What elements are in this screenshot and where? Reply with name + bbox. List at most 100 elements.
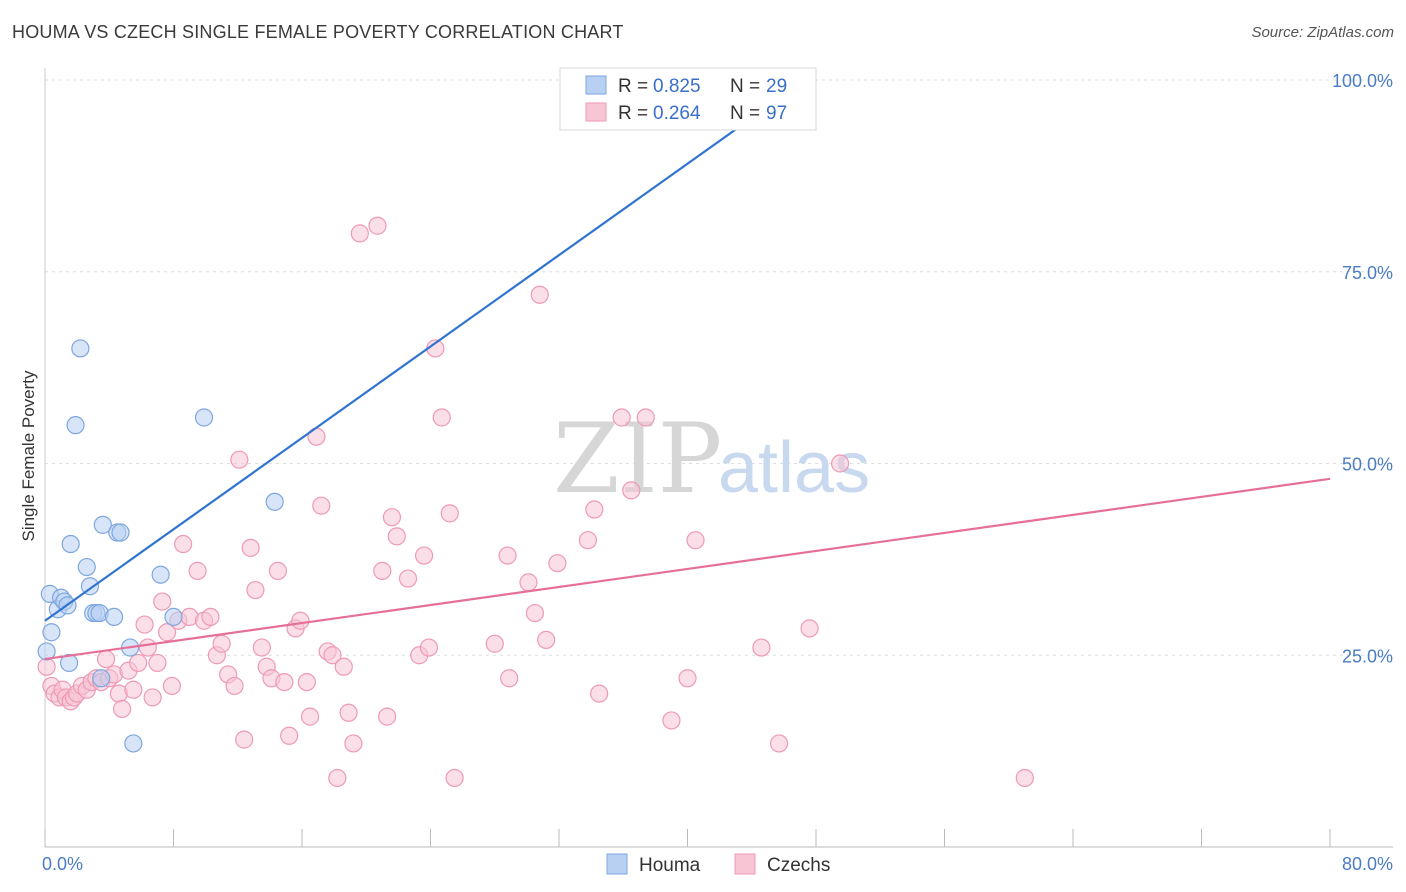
czech-point-75 [485, 634, 504, 653]
houma-point-26 [265, 492, 284, 511]
czech-point-85 [590, 684, 609, 703]
houma-trend-line [44, 71, 817, 622]
czech-point-80 [530, 285, 549, 304]
czech-point-61 [350, 224, 369, 243]
houma-point-25 [194, 408, 214, 427]
czech-point-88 [636, 408, 655, 427]
legend-n-value-czechs: 97 [766, 103, 787, 124]
czech-point-48 [280, 726, 299, 745]
czech-point-42 [246, 580, 265, 600]
czech-point-81 [537, 630, 556, 650]
houma-point-16 [92, 669, 111, 688]
czech-point-26 [153, 592, 172, 611]
legend-r-value-czechs: 0.264 [653, 103, 701, 124]
czech-point-23 [138, 638, 157, 657]
czech-point-69 [414, 546, 434, 565]
czech-point-94 [800, 619, 819, 638]
axes [44, 68, 1393, 848]
czech-point-47 [275, 672, 294, 692]
czech-point-28 [162, 676, 181, 696]
czech-point-77 [500, 669, 519, 688]
czech-point-38 [225, 676, 244, 696]
czech-point-82 [548, 554, 567, 573]
czech-point-41 [241, 538, 260, 557]
czech-point-96 [1015, 768, 1034, 788]
houma-points [37, 109, 782, 753]
houma-point-17 [93, 515, 112, 534]
czech-point-30 [174, 534, 193, 554]
y-tick-label-2: 75.0% [1342, 263, 1393, 283]
houma-point-2 [42, 623, 61, 642]
czech-point-27 [157, 623, 177, 642]
legend-r-label-czechs: R = [618, 103, 648, 124]
bottom-legend-czechs: Czechs [767, 855, 830, 876]
legend-r-label-houma: R = [618, 76, 648, 97]
czech-trend-line [44, 477, 1331, 661]
czech-point-86 [612, 408, 631, 427]
houma-point-9 [66, 416, 85, 435]
czech-point-56 [323, 646, 342, 665]
x-tick-label-1: 80.0% [1342, 854, 1393, 874]
czech-point-14 [96, 649, 116, 669]
legend-swatch-houma [585, 75, 607, 95]
czech-point-87 [622, 481, 641, 500]
czech-point-84 [585, 500, 604, 519]
czech-point-72 [432, 408, 451, 427]
y-tick-label-3: 100.0% [1332, 71, 1393, 91]
czech-point-67 [398, 569, 418, 588]
houma-point-7 [59, 653, 79, 673]
legend-n-value-houma: 29 [766, 76, 787, 97]
bottom-legend-houma: Houma [639, 855, 701, 876]
grid-lines [45, 79, 1393, 656]
czech-point-89 [662, 711, 681, 730]
czech-point-93 [769, 734, 789, 753]
czech-point-66 [387, 527, 406, 546]
czech-point-22 [135, 615, 154, 634]
houma-point-8 [61, 534, 80, 554]
czech-point-79 [525, 603, 545, 623]
czech-point-91 [686, 531, 705, 550]
chart-title: HOUMA VS CZECH SINGLE FEMALE POVERTY COR… [12, 22, 624, 42]
czech-point-60 [344, 734, 363, 753]
y-tick-label-0: 25.0% [1342, 646, 1393, 666]
czech-point-24 [143, 688, 162, 707]
czech-point-50 [291, 611, 310, 630]
czech-point-54 [312, 496, 331, 515]
bottom-legend-swatch-czechs [734, 853, 756, 875]
czech-point-73 [440, 504, 459, 523]
czech-point-34 [201, 607, 220, 627]
houma-point-22 [124, 734, 143, 753]
czech-point-21 [129, 653, 148, 673]
czech-point-95 [830, 454, 850, 473]
houma-point-20 [111, 523, 130, 542]
czech-point-92 [752, 638, 771, 657]
czech-point-59 [339, 703, 358, 722]
source-label: Source: ZipAtlas.com [1251, 24, 1394, 41]
czech-point-52 [300, 707, 320, 726]
czech-point-25 [148, 653, 167, 673]
legend-r-value-houma: 0.825 [653, 76, 701, 97]
czech-point-74 [445, 768, 464, 788]
tick-labels: 25.0% 50.0% 75.0% 100.0% 0.0% 80.0% [42, 71, 1393, 874]
legend-n-label-czechs: N = [730, 103, 760, 124]
czech-point-39 [230, 450, 249, 469]
czech-point-76 [498, 546, 517, 565]
legend-n-label-houma: N = [730, 76, 760, 97]
czech-point-18 [112, 699, 132, 719]
czech-point-43 [252, 638, 271, 657]
czech-point-65 [382, 508, 402, 527]
czech-point-90 [678, 669, 697, 688]
bottom-legend: Houma Czechs [606, 853, 830, 876]
czech-point-78 [519, 573, 538, 592]
trend-lines [44, 71, 1331, 661]
y-tick-label-1: 50.0% [1342, 455, 1393, 475]
houma-point-24 [164, 607, 183, 627]
bottom-legend-swatch-houma [606, 853, 628, 875]
czech-point-36 [212, 634, 231, 653]
czech-point-58 [334, 657, 353, 676]
czech-point-70 [419, 638, 438, 657]
houma-point-11 [77, 557, 96, 577]
czech-points [37, 216, 1034, 788]
legend: R = 0.825 N = 29 R = 0.264 N = 97 [559, 67, 817, 131]
